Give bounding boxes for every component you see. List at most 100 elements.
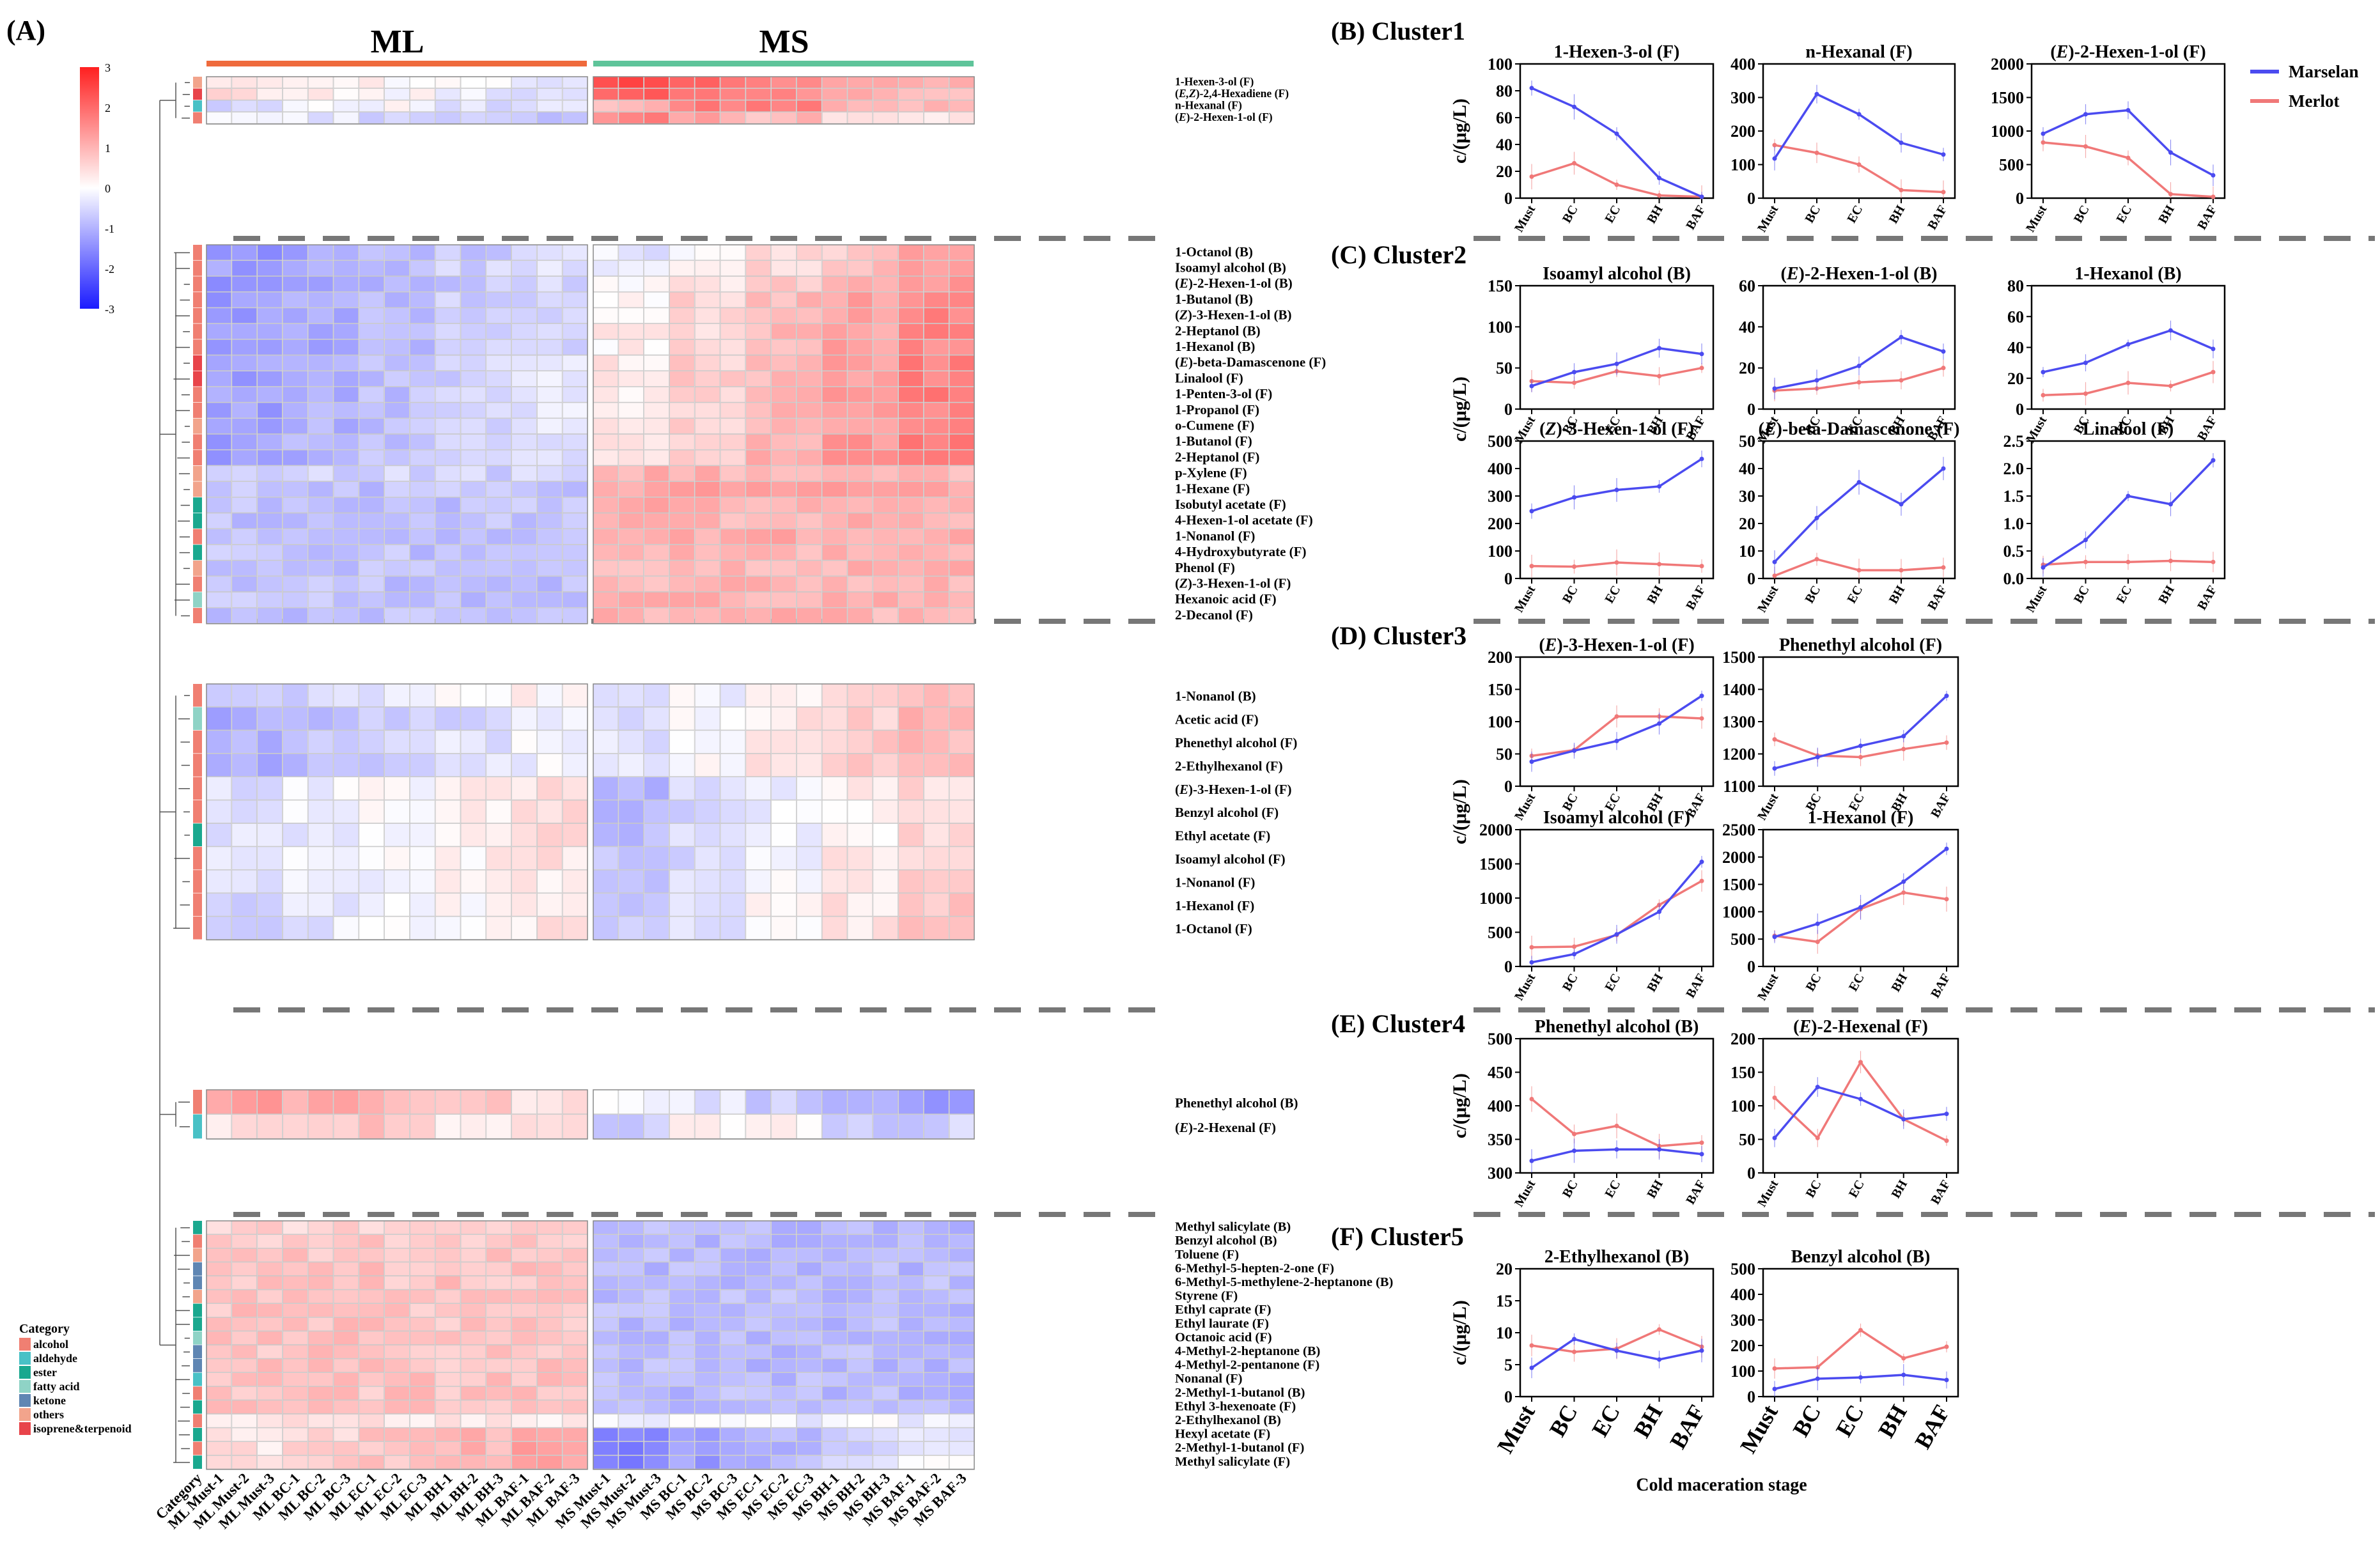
heatmap-cell [282, 576, 308, 593]
heatmap-cell [593, 592, 619, 608]
heatmap-cell [307, 244, 334, 261]
heatmap-cell [898, 402, 924, 419]
data-point-merlot [1572, 1349, 1576, 1354]
heatmap-cell [618, 753, 644, 777]
row-label: p-Xylene (F) [1175, 465, 1247, 481]
heatmap-cell [307, 339, 334, 355]
heatmap-cell [797, 1276, 822, 1290]
heatmap-cell [797, 497, 822, 513]
heatmap-cell [618, 307, 644, 324]
heatmap-cell [537, 386, 563, 403]
heatmap-cell [898, 683, 924, 707]
category-cell [193, 1276, 202, 1290]
heatmap-cell [720, 418, 746, 435]
data-point-marselan [2041, 565, 2046, 570]
heatmap-cell [797, 730, 822, 754]
heatmap-cell [231, 592, 257, 608]
heatmap-cell [562, 823, 588, 847]
heatmap-cell [486, 1317, 511, 1331]
heatmap-cell [460, 707, 486, 731]
group-bar-ml [206, 61, 587, 66]
data-point-marselan [1856, 112, 1862, 117]
heatmap-cell [333, 823, 359, 847]
heatmap-cell [410, 916, 435, 940]
heatmap-cell [847, 402, 873, 419]
heatmap-cell [720, 846, 746, 870]
heatmap-cell [720, 576, 746, 593]
heatmap-cell [847, 1276, 873, 1290]
data-point-merlot [1901, 1356, 1906, 1361]
y-tick-label: 40 [1739, 460, 1755, 478]
heatmap-cell [359, 112, 384, 124]
heatmap-cell [771, 1400, 797, 1415]
heatmap-cell [694, 529, 720, 545]
heatmap-cell [873, 560, 899, 577]
heatmap-cell [537, 1427, 563, 1442]
row-label: 2-Heptanol (F) [1175, 449, 1259, 465]
heatmap-cell [821, 1441, 848, 1455]
heatmap-cell [537, 244, 563, 261]
heatmap-cell [669, 1441, 695, 1455]
y-tick-label: 200 [1488, 648, 1513, 667]
heatmap-cell [694, 777, 720, 800]
heatmap-cell [511, 371, 537, 387]
category-cell [193, 1290, 202, 1303]
heatmap-cell [435, 434, 461, 450]
heatmap-cell [771, 707, 797, 731]
heatmap-cell [847, 465, 873, 482]
cluster-box-ml [206, 76, 588, 125]
heatmap-cell [257, 1427, 283, 1442]
heatmap-cell [257, 402, 283, 419]
y-tick-label: 0.5 [2003, 542, 2025, 561]
heatmap-cell [898, 1089, 924, 1115]
heatmap-cell [720, 1358, 746, 1373]
heatmap-cell [949, 1400, 975, 1415]
heatmap-cell [821, 1303, 848, 1317]
x-tick-label: BC [2071, 584, 2092, 606]
heatmap-cell [206, 823, 232, 847]
x-tick-label: BAF [1909, 1400, 1955, 1453]
category-cell [193, 777, 202, 800]
heatmap-cell [410, 893, 435, 917]
heatmap-cell [257, 1317, 283, 1331]
heatmap-cell [359, 730, 384, 754]
heatmap-cell [873, 112, 899, 124]
heatmap-cell [359, 1276, 384, 1290]
heatmap-cell [435, 592, 461, 608]
heatmap-cell [618, 481, 644, 497]
heatmap-cell [821, 560, 848, 577]
heatmap-cell [745, 1386, 772, 1400]
data-point-marselan [1899, 334, 1904, 339]
heatmap-cell [924, 560, 949, 577]
heatmap-cell [206, 291, 232, 308]
heatmap-cell [847, 529, 873, 545]
heatmap-cell [745, 544, 772, 561]
heatmap-cell [384, 1114, 410, 1139]
heatmap-cell [669, 481, 695, 497]
heatmap-cell [873, 449, 899, 466]
heatmap-cell [307, 1344, 334, 1359]
heatmap-cell [797, 1220, 822, 1235]
heatmap-cell [562, 1289, 588, 1304]
heatmap-cell [644, 1303, 669, 1317]
heatmap-cell [847, 823, 873, 847]
heatmap-cell [282, 307, 308, 324]
heatmap-cell [307, 869, 334, 894]
heatmap-cell [898, 1427, 924, 1442]
data-point-merlot [2126, 155, 2131, 160]
heatmap-cell [384, 1372, 410, 1386]
heatmap-cell [231, 753, 257, 777]
data-point-marselan [1699, 859, 1704, 864]
heatmap-cell [669, 513, 695, 529]
heatmap-cell [384, 607, 410, 624]
heatmap-cell [618, 418, 644, 435]
heatmap-cell [307, 529, 334, 545]
heatmap-cell [384, 339, 410, 355]
heatmap-cell [435, 707, 461, 731]
y-tick-label: 1500 [1991, 89, 2024, 107]
heatmap-cell [720, 1344, 746, 1359]
heatmap-cell [359, 1331, 384, 1345]
heatmap-cell [669, 88, 695, 100]
heatmap-cell [460, 1386, 486, 1400]
